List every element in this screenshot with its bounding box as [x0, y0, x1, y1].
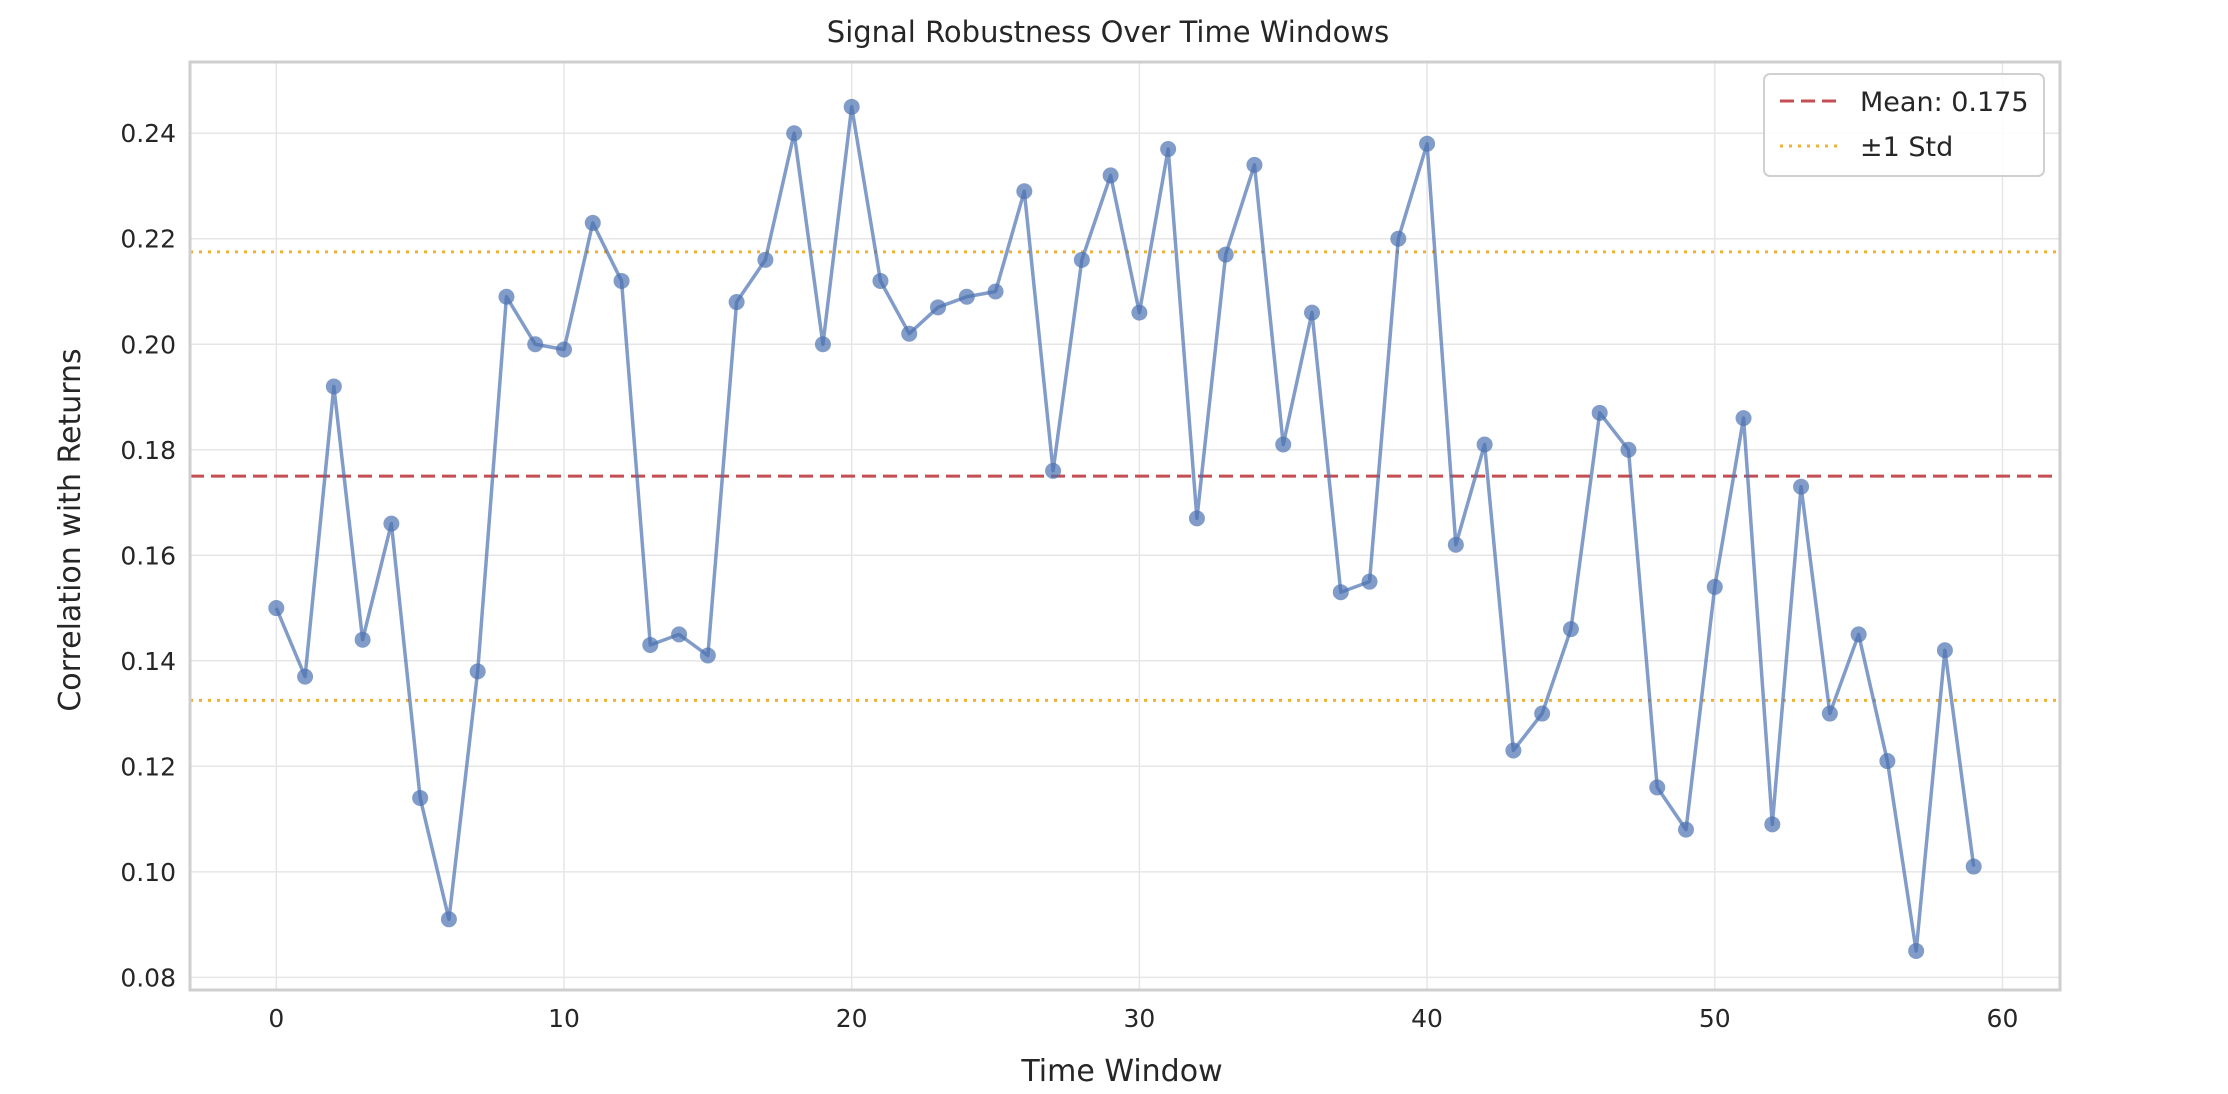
data-point: [1246, 156, 1263, 173]
data-point: [440, 911, 457, 928]
data-point: [584, 214, 601, 231]
y-tick-label: 0.18: [120, 436, 176, 465]
data-point: [1505, 742, 1522, 759]
data-point: [325, 378, 342, 395]
y-tick-label: 0.22: [120, 225, 176, 254]
data-point: [642, 636, 659, 653]
data-point: [1275, 436, 1292, 453]
data-point: [1965, 858, 1982, 875]
data-point: [1678, 821, 1694, 838]
data-point: [1793, 478, 1810, 495]
x-tick-label: 40: [1411, 1004, 1443, 1033]
data-point: [1447, 536, 1464, 553]
data-point: [1591, 404, 1608, 421]
x-axis-label: Time Window: [1020, 1054, 1222, 1089]
plot-frame: [188, 60, 2062, 992]
data-point: [354, 631, 371, 648]
data-point: [1332, 584, 1349, 601]
data-point: [412, 789, 429, 806]
data-point: [872, 272, 889, 289]
data-point: [297, 668, 314, 685]
x-tick-label: 10: [548, 1004, 580, 1033]
tick-labels: 0 10 20 30 40 50 60 0.08 0.10 0.12 0.14 0.16 0.18 0.2…: [120, 119, 2018, 1033]
y-tick-label: 0.20: [120, 330, 176, 359]
data-point: [469, 663, 486, 680]
data-point: [1131, 304, 1148, 321]
data-point: [1562, 621, 1579, 638]
data-point: [1706, 578, 1723, 595]
x-tick-label: 60: [1987, 1004, 2019, 1033]
x-tick-label: 30: [1123, 1004, 1155, 1033]
data-point: [1936, 642, 1953, 659]
data-point: [1821, 705, 1838, 722]
x-tick-label: 0: [268, 1004, 284, 1033]
y-tick-label: 0.08: [120, 963, 176, 992]
data-point: [1850, 626, 1867, 643]
x-tick-label: 20: [836, 1004, 868, 1033]
data-point: [1649, 779, 1666, 796]
data-point: [613, 272, 630, 289]
data-point: [383, 515, 400, 532]
data-point: [930, 299, 946, 316]
data-point: [671, 626, 688, 643]
data-point: [1217, 246, 1234, 263]
data-point: [728, 294, 745, 311]
chart-title: Signal Robustness Over Time Windows: [827, 15, 1389, 49]
legend: Mean: 0.175 ±1 Std: [1763, 73, 2045, 177]
data-point: [1188, 510, 1205, 527]
data-point: [1735, 410, 1752, 427]
data-point: [814, 336, 831, 353]
data-point: [1304, 304, 1320, 321]
data-point: [1102, 167, 1119, 184]
data-point: [699, 647, 716, 664]
y-tick-label: 0.16: [120, 541, 176, 570]
data-point: [1160, 141, 1177, 158]
data-point: [498, 288, 515, 305]
data-point: [901, 325, 918, 342]
data-point: [1016, 183, 1033, 200]
y-tick-label: 0.12: [120, 752, 176, 781]
data-point: [1045, 462, 1062, 479]
data-point: [268, 600, 285, 617]
data-point: [1476, 436, 1493, 453]
data-point: [1620, 441, 1637, 458]
data-point: [1361, 573, 1378, 590]
data-point: [958, 288, 975, 305]
y-axis-label: Correlation with Returns: [53, 348, 88, 711]
data-point: [1908, 942, 1925, 959]
data-point: [556, 341, 572, 358]
data-point: [1419, 135, 1436, 152]
data-point: [1073, 251, 1090, 268]
data-point: [757, 251, 774, 268]
y-tick-label: 0.24: [120, 119, 176, 148]
data-point: [786, 125, 803, 142]
y-tick-label: 0.10: [120, 858, 176, 887]
data-point: [527, 336, 544, 353]
x-tick-label: 50: [1699, 1004, 1731, 1033]
data-point: [1879, 753, 1896, 770]
series-layer: [268, 98, 1982, 959]
data-point: [987, 283, 1004, 300]
y-tick-label: 0.14: [120, 647, 176, 676]
legend-std-label: ±1 Std: [1860, 132, 1953, 163]
data-point: [1390, 230, 1407, 247]
legend-mean-label: Mean: 0.175: [1860, 87, 2029, 118]
data-point: [1534, 705, 1551, 722]
data-point: [843, 98, 860, 115]
data-point: [1764, 816, 1781, 833]
